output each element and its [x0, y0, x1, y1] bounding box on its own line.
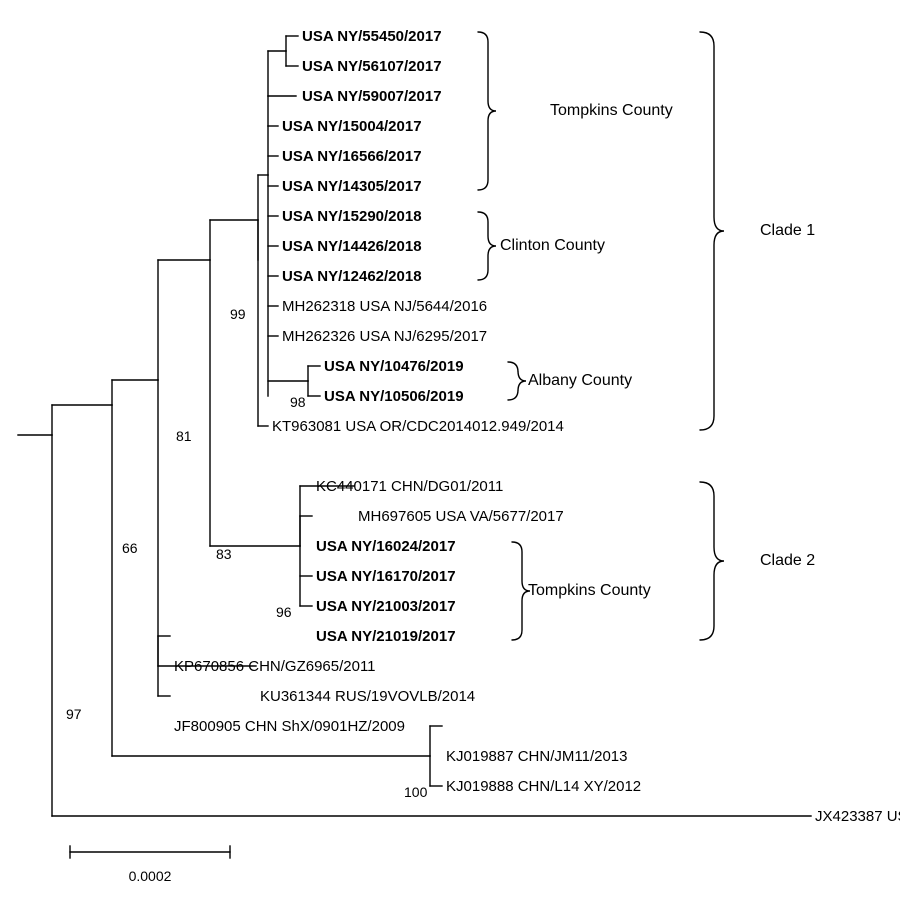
support-value: 83	[216, 546, 232, 562]
tip-label: USA NY/21019/2017	[316, 628, 456, 645]
support-value: 66	[122, 540, 138, 556]
support-value: 100	[404, 784, 427, 800]
scale-bar-label: 0.0002	[129, 868, 172, 884]
phylo-tree-svg	[0, 0, 900, 913]
tip-label: USA NY/10476/2019	[324, 358, 464, 375]
tip-label: KT963081 USA OR/CDC2014012.949/2014	[272, 418, 564, 435]
tip-label: MH262318 USA NJ/5644/2016	[282, 298, 487, 315]
bracket-label: Tompkins County	[528, 582, 651, 600]
tip-label: USA NY/14305/2017	[282, 178, 422, 195]
bracket-label: Clade 2	[760, 552, 815, 570]
tip-label: USA NY/16170/2017	[316, 568, 456, 585]
bracket-label: Albany County	[528, 372, 632, 390]
support-value: 97	[66, 706, 82, 722]
support-value: 96	[276, 604, 292, 620]
tip-label: USA NY/56107/2017	[302, 58, 442, 75]
bracket-label: Clade 1	[760, 222, 815, 240]
support-value: 81	[176, 428, 192, 444]
tip-label: USA NY/21003/2017	[316, 598, 456, 615]
support-value: 98	[290, 394, 306, 410]
tip-label: MH262326 USA NJ/6295/2017	[282, 328, 487, 345]
tip-label: KP670856 CHN/GZ6965/2011	[174, 658, 376, 675]
tip-label: KU361344 RUS/19VOVLB/2014	[260, 688, 475, 705]
tip-label: USA NY/15290/2018	[282, 208, 422, 225]
tip-label: MH697605 USA VA/5677/2017	[358, 508, 564, 525]
tip-label: JX423387 USA IL/NHRC1315/1997 (7d2)	[815, 808, 900, 825]
tip-label: USA NY/12462/2018	[282, 268, 422, 285]
tip-label: USA NY/59007/2017	[302, 88, 442, 105]
tip-label: KJ019888 CHN/L14 XY/2012	[446, 778, 641, 795]
tip-label: USA NY/55450/2017	[302, 28, 442, 45]
tip-label: USA NY/10506/2019	[324, 388, 464, 405]
tip-label: USA NY/16024/2017	[316, 538, 456, 555]
bracket-label: Clinton County	[500, 237, 605, 255]
tip-label: KJ019887 CHN/JM11/2013	[446, 748, 628, 765]
support-value: 99	[230, 306, 246, 322]
tip-label: USA NY/15004/2017	[282, 118, 422, 135]
bracket-label: Tompkins County	[550, 102, 673, 120]
tip-label: KC440171 CHN/DG01/2011	[316, 478, 503, 495]
tip-label: JF800905 CHN ShX/0901HZ/2009	[174, 718, 405, 735]
tip-label: USA NY/16566/2017	[282, 148, 422, 165]
tip-label: USA NY/14426/2018	[282, 238, 422, 255]
